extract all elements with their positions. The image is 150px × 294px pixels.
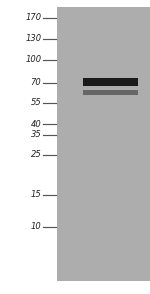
Bar bbox=[0, 0, 57, 294]
Text: 55: 55 bbox=[30, 98, 41, 107]
Text: 40: 40 bbox=[30, 120, 41, 128]
Text: 25: 25 bbox=[30, 150, 41, 159]
Bar bbox=[82, 78, 138, 86]
Text: 130: 130 bbox=[25, 34, 41, 43]
Text: 170: 170 bbox=[25, 13, 41, 22]
Text: 10: 10 bbox=[30, 223, 41, 231]
Text: 100: 100 bbox=[25, 56, 41, 64]
Text: 15: 15 bbox=[30, 190, 41, 199]
Text: 35: 35 bbox=[30, 130, 41, 139]
Text: 70: 70 bbox=[30, 78, 41, 87]
Bar bbox=[82, 90, 138, 95]
Bar bbox=[57, 7, 150, 281]
